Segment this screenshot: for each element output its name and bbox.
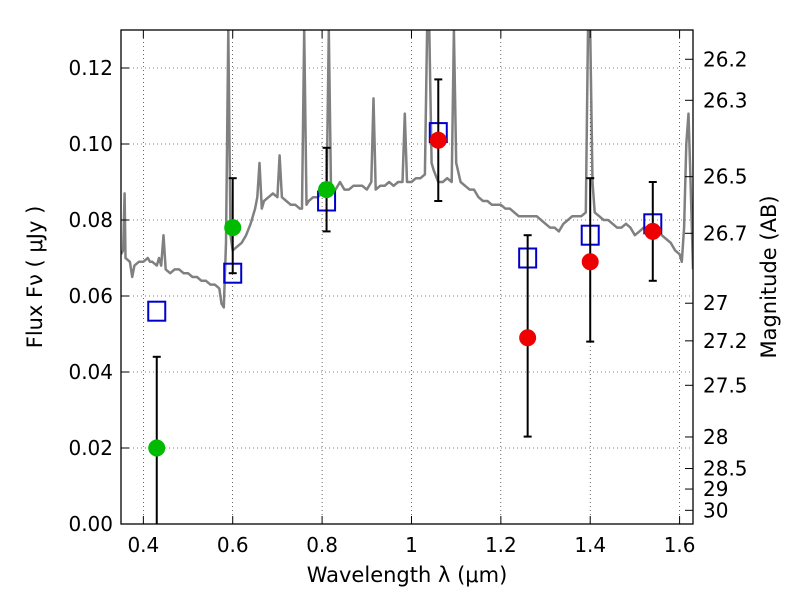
plot-background — [121, 30, 693, 524]
y2-tick-label: 27.2 — [703, 329, 748, 353]
model-flux-square — [147, 300, 167, 322]
observed-flux-point — [148, 439, 166, 457]
observed-flux-point — [318, 181, 336, 199]
y2-tick-label: 28 — [703, 425, 728, 449]
spectrum-line — [121, 30, 693, 309]
y-axis-label: Flux Fν ( μJy ) — [23, 206, 47, 349]
y-tick-label: 0.12 — [68, 56, 113, 80]
y-tick-label: 0.06 — [68, 284, 113, 308]
y-tick-label: 0.08 — [68, 208, 113, 232]
x-tick-label: 1.4 — [574, 533, 606, 557]
y2-axis-label: Magnitude (AB) — [757, 195, 781, 358]
observed-flux-point — [519, 329, 537, 347]
y2-tick-label: 29 — [703, 477, 728, 501]
x-tick-label: 1 — [405, 533, 418, 557]
marker-layer — [147, 78, 663, 524]
observed-flux-point — [224, 219, 242, 237]
observed-flux-point — [581, 253, 599, 271]
y-tick-label: 0.00 — [68, 512, 113, 536]
y2-tick-label: 30 — [703, 498, 728, 522]
y2-tick-label: 26.2 — [703, 47, 748, 71]
y2-tick-label: 27 — [703, 291, 728, 315]
observed-flux-point — [644, 222, 662, 240]
observed-flux-point — [429, 131, 447, 149]
x-tick-label: 0.8 — [306, 533, 338, 557]
x-axis-label: Wavelength λ (μm) — [307, 563, 508, 587]
x-tick-label: 0.4 — [127, 533, 159, 557]
x-tick-label: 1.2 — [485, 533, 517, 557]
y2-tick-label: 26.7 — [703, 221, 748, 245]
data-layer — [121, 30, 693, 309]
plot-frame — [120, 29, 694, 525]
x-tick-label: 0.6 — [217, 533, 249, 557]
y2-tick-label: 26.3 — [703, 88, 748, 112]
y2-tick-label: 26.5 — [703, 165, 748, 189]
y-tick-label: 0.10 — [68, 132, 113, 156]
ticks: 0.4 0.6 0.8 1 1.2 1.4 1.6 0.00 0.02 0.04 0.06 0.08 0… — [68, 30, 748, 557]
x-tick-label: 1.6 — [664, 533, 696, 557]
y2-tick-label: 27.5 — [703, 373, 748, 397]
y2-tick-label: 28.5 — [703, 457, 748, 481]
y-tick-label: 0.04 — [68, 360, 113, 384]
y-tick-label: 0.02 — [68, 436, 113, 460]
